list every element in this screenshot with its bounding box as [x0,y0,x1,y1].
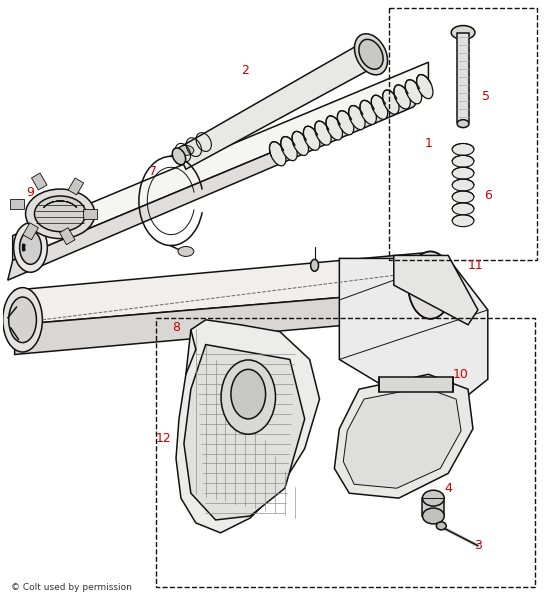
Ellipse shape [304,126,320,151]
Ellipse shape [270,142,286,166]
Text: 8: 8 [172,321,180,334]
Text: 3: 3 [474,539,482,552]
Ellipse shape [14,223,47,272]
Bar [389,8,537,260]
Ellipse shape [452,179,474,191]
Bar [23,223,38,240]
Bar [31,173,47,190]
Ellipse shape [20,230,42,265]
Ellipse shape [231,370,266,419]
Ellipse shape [178,145,194,155]
Ellipse shape [416,74,433,98]
Text: 9: 9 [26,187,35,199]
Ellipse shape [452,143,474,155]
Ellipse shape [452,155,474,167]
Text: 2: 2 [241,64,249,77]
Polygon shape [184,344,305,520]
Ellipse shape [355,34,387,75]
Bar [10,199,24,209]
Polygon shape [176,320,319,533]
Ellipse shape [311,259,318,271]
Ellipse shape [326,116,342,140]
Ellipse shape [452,215,474,227]
Ellipse shape [178,247,194,256]
Polygon shape [15,253,429,325]
Ellipse shape [172,148,186,165]
Bar [68,178,84,195]
Polygon shape [176,44,379,169]
Ellipse shape [405,80,421,104]
Bar [457,32,469,122]
Bar [156,318,535,587]
Ellipse shape [349,106,365,130]
Ellipse shape [451,26,475,40]
Text: 5: 5 [482,91,490,103]
Ellipse shape [457,119,469,128]
Ellipse shape [26,189,95,239]
Ellipse shape [35,196,86,232]
Ellipse shape [338,111,354,135]
Ellipse shape [408,251,453,319]
Polygon shape [13,62,429,260]
Text: 4: 4 [444,482,452,495]
Ellipse shape [3,287,42,352]
Text: 6: 6 [484,190,492,202]
Text: 1: 1 [425,137,432,150]
Bar [423,498,444,516]
Ellipse shape [423,508,444,524]
Ellipse shape [9,297,36,343]
Polygon shape [8,87,429,280]
Bar [60,228,75,245]
Ellipse shape [292,131,309,155]
Bar [83,209,97,219]
Ellipse shape [372,95,387,119]
Polygon shape [15,290,429,355]
Text: 11: 11 [468,259,484,272]
Text: 10: 10 [453,368,469,381]
Polygon shape [343,387,461,488]
Text: 7: 7 [149,165,157,178]
Ellipse shape [360,100,376,124]
Ellipse shape [383,90,399,114]
Polygon shape [339,259,488,419]
Polygon shape [334,374,473,498]
Polygon shape [394,256,478,325]
Ellipse shape [452,191,474,203]
Ellipse shape [394,85,410,109]
Ellipse shape [436,522,446,530]
Text: © Colt used by permission: © Colt used by permission [11,583,132,592]
Bar [379,377,453,392]
Ellipse shape [221,360,276,434]
Ellipse shape [452,203,474,215]
Ellipse shape [281,137,297,161]
Text: 12: 12 [155,432,171,445]
Ellipse shape [423,490,444,506]
Ellipse shape [452,167,474,179]
Ellipse shape [359,40,383,69]
Ellipse shape [315,121,331,145]
